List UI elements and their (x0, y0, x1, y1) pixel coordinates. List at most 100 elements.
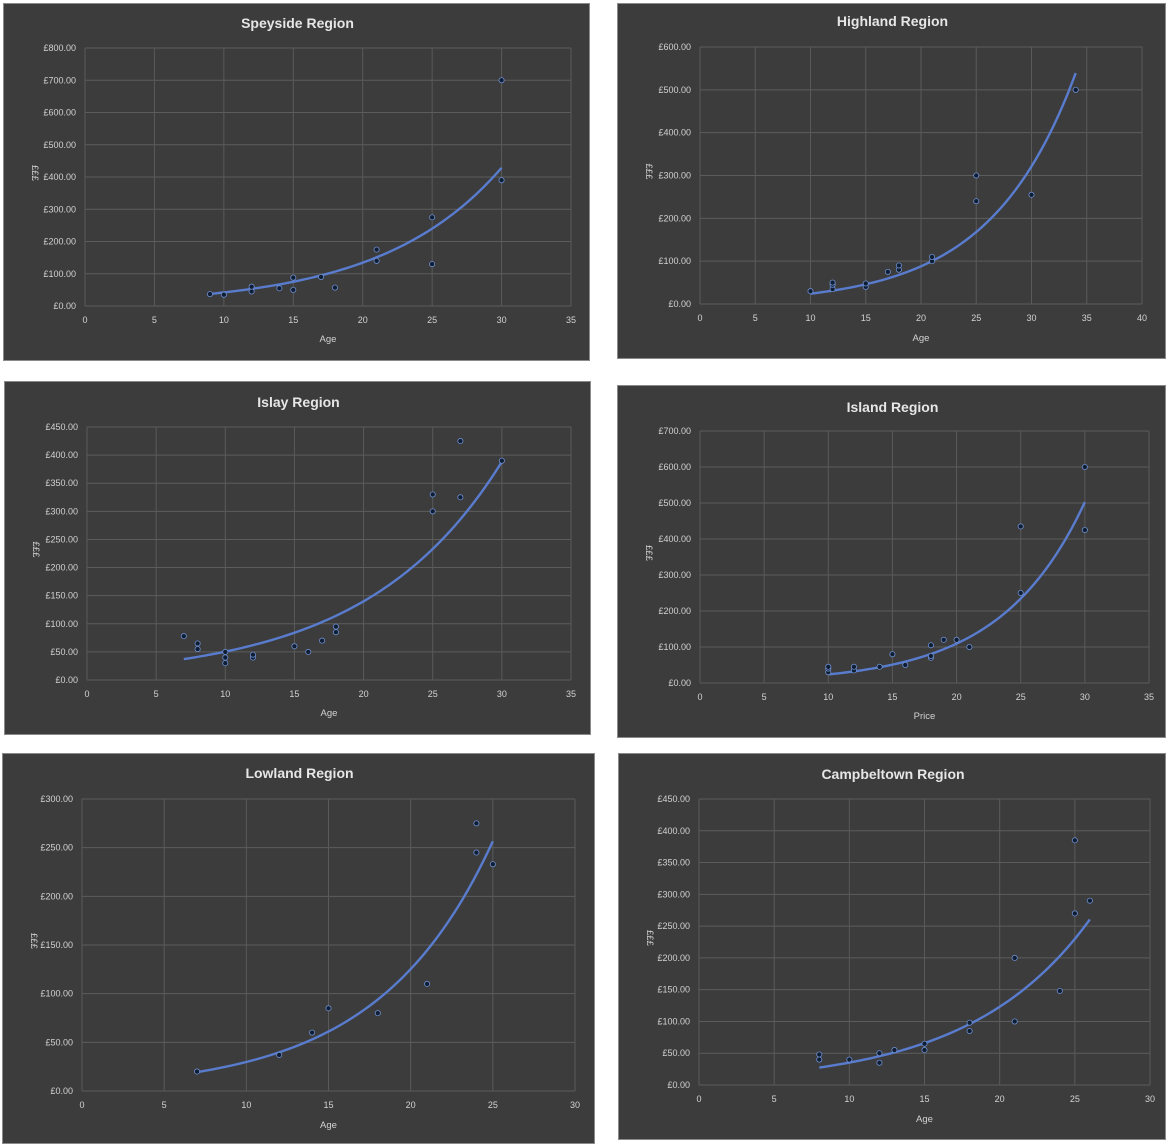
x-tick-label: 0 (82, 315, 87, 325)
data-point (940, 636, 947, 643)
x-tick-label: 20 (995, 1094, 1005, 1104)
chart-title: Speyside Region (241, 15, 354, 31)
data-point (222, 660, 229, 667)
x-tick-label: 20 (916, 313, 926, 323)
data-point (276, 1051, 283, 1058)
y-tick-label: £400.00 (658, 534, 691, 544)
x-tick-label: 30 (1026, 313, 1036, 323)
y-tick-label: £300.00 (657, 889, 690, 899)
chart-title: Campbeltown Region (821, 766, 964, 782)
data-point (489, 861, 496, 868)
data-point (973, 172, 980, 179)
y-tick-label: £150.00 (45, 591, 78, 601)
x-tick-label: 0 (84, 689, 89, 699)
data-point (889, 651, 896, 658)
data-point (331, 284, 338, 291)
y-tick-label: £100.00 (45, 619, 78, 629)
chart-panel-speyside: Speyside Region £0.00 £100.00 £200.00 £300.0… (3, 3, 590, 361)
chart-panel-highland: Highland Region £0.00 £100.00 £200.00 £300.0… (617, 3, 1166, 359)
data-point (1011, 1018, 1018, 1025)
data-point (1011, 954, 1018, 961)
data-point (290, 274, 297, 281)
trendline (209, 167, 503, 296)
data-point (194, 640, 201, 647)
data-point (276, 285, 283, 292)
data-point (318, 273, 325, 280)
x-tick-label: 10 (823, 692, 833, 702)
y-tick-label: £50.00 (45, 1037, 73, 1047)
x-tick-label: 15 (919, 1094, 929, 1104)
x-tick-label: 30 (497, 689, 507, 699)
y-tick-label: £500.00 (43, 140, 76, 150)
chart-panel-island: Island Region £0.00 £100.00 £200.00 £300.00 £… (617, 385, 1166, 738)
data-point (424, 980, 431, 987)
data-point (429, 491, 436, 498)
y-tick-label: £300.00 (658, 570, 691, 580)
data-point (921, 1040, 928, 1047)
trendline (819, 918, 1091, 1069)
data-point (1081, 526, 1088, 533)
data-point (373, 257, 380, 264)
data-point (1086, 897, 1093, 904)
x-tick-label: 25 (428, 689, 438, 699)
data-point (498, 77, 505, 84)
y-tick-label: £600.00 (658, 462, 691, 472)
data-point (807, 288, 814, 295)
x-tick-label: 0 (696, 1094, 701, 1104)
x-tick-label: 35 (566, 689, 576, 699)
y-tick-label: £250.00 (657, 921, 690, 931)
x-axis-label: Age (320, 1120, 337, 1131)
y-tick-label: £250.00 (40, 843, 73, 853)
x-tick-label: 5 (152, 315, 157, 325)
y-tick-label: £200.00 (40, 891, 73, 901)
y-tick-label: £100.00 (40, 989, 73, 999)
data-point (1056, 987, 1063, 994)
data-point (291, 643, 298, 650)
chart-svg: Highland Region £0.00 £100.00 £200.00 £300.0… (643, 13, 1147, 344)
x-tick-label: 35 (1144, 692, 1154, 702)
x-tick-label: 15 (323, 1100, 333, 1110)
x-tick-label: 20 (406, 1100, 416, 1110)
data-point (325, 1005, 332, 1012)
data-point (374, 1010, 381, 1017)
y-axis-label: £££ (29, 165, 40, 182)
x-axis-label: Age (913, 333, 930, 344)
chart-title: Island Region (847, 399, 939, 415)
data-point (332, 629, 339, 636)
y-tick-label: £350.00 (657, 858, 690, 868)
x-tick-label: 25 (971, 313, 981, 323)
x-axis-label: Age (321, 708, 338, 719)
y-tick-label: £500.00 (658, 85, 691, 95)
data-point (891, 1047, 898, 1054)
data-point (429, 508, 436, 515)
chart-svg: Campbeltown Region £0.00 £50.00 £100.00 £150… (644, 766, 1155, 1125)
chart-svg: Lowland Region£0.00£50.00£100.00£150.00£… (28, 765, 580, 1131)
chart-svg: Islay Region £0.00 £50.00 £100.00 £150.00 £20… (30, 394, 576, 719)
data-point (921, 1047, 928, 1054)
y-tick-label: £200.00 (43, 237, 76, 247)
data-point (194, 1068, 201, 1075)
y-axis-label: £££ (30, 542, 41, 559)
x-tick-label: 5 (154, 689, 159, 699)
x-tick-label: 20 (359, 689, 369, 699)
data-point (498, 177, 505, 184)
y-tick-label: £450.00 (657, 794, 690, 804)
x-tick-label: 25 (1016, 692, 1026, 702)
data-point (222, 654, 229, 661)
data-point (1028, 191, 1035, 198)
y-tick-label: £500.00 (658, 498, 691, 508)
data-point (1017, 589, 1024, 596)
data-point (902, 661, 909, 668)
data-point (876, 1050, 883, 1057)
x-tick-label: 25 (488, 1100, 498, 1110)
data-point (876, 1059, 883, 1066)
y-tick-label: £350.00 (45, 478, 78, 488)
data-point (220, 291, 227, 298)
data-point (473, 820, 480, 827)
y-tick-label: £400.00 (657, 826, 690, 836)
data-point (927, 652, 934, 659)
x-tick-label: 20 (358, 315, 368, 325)
y-tick-label: £800.00 (43, 43, 76, 53)
chart-title: Lowland Region (245, 765, 353, 781)
data-point (966, 1027, 973, 1034)
